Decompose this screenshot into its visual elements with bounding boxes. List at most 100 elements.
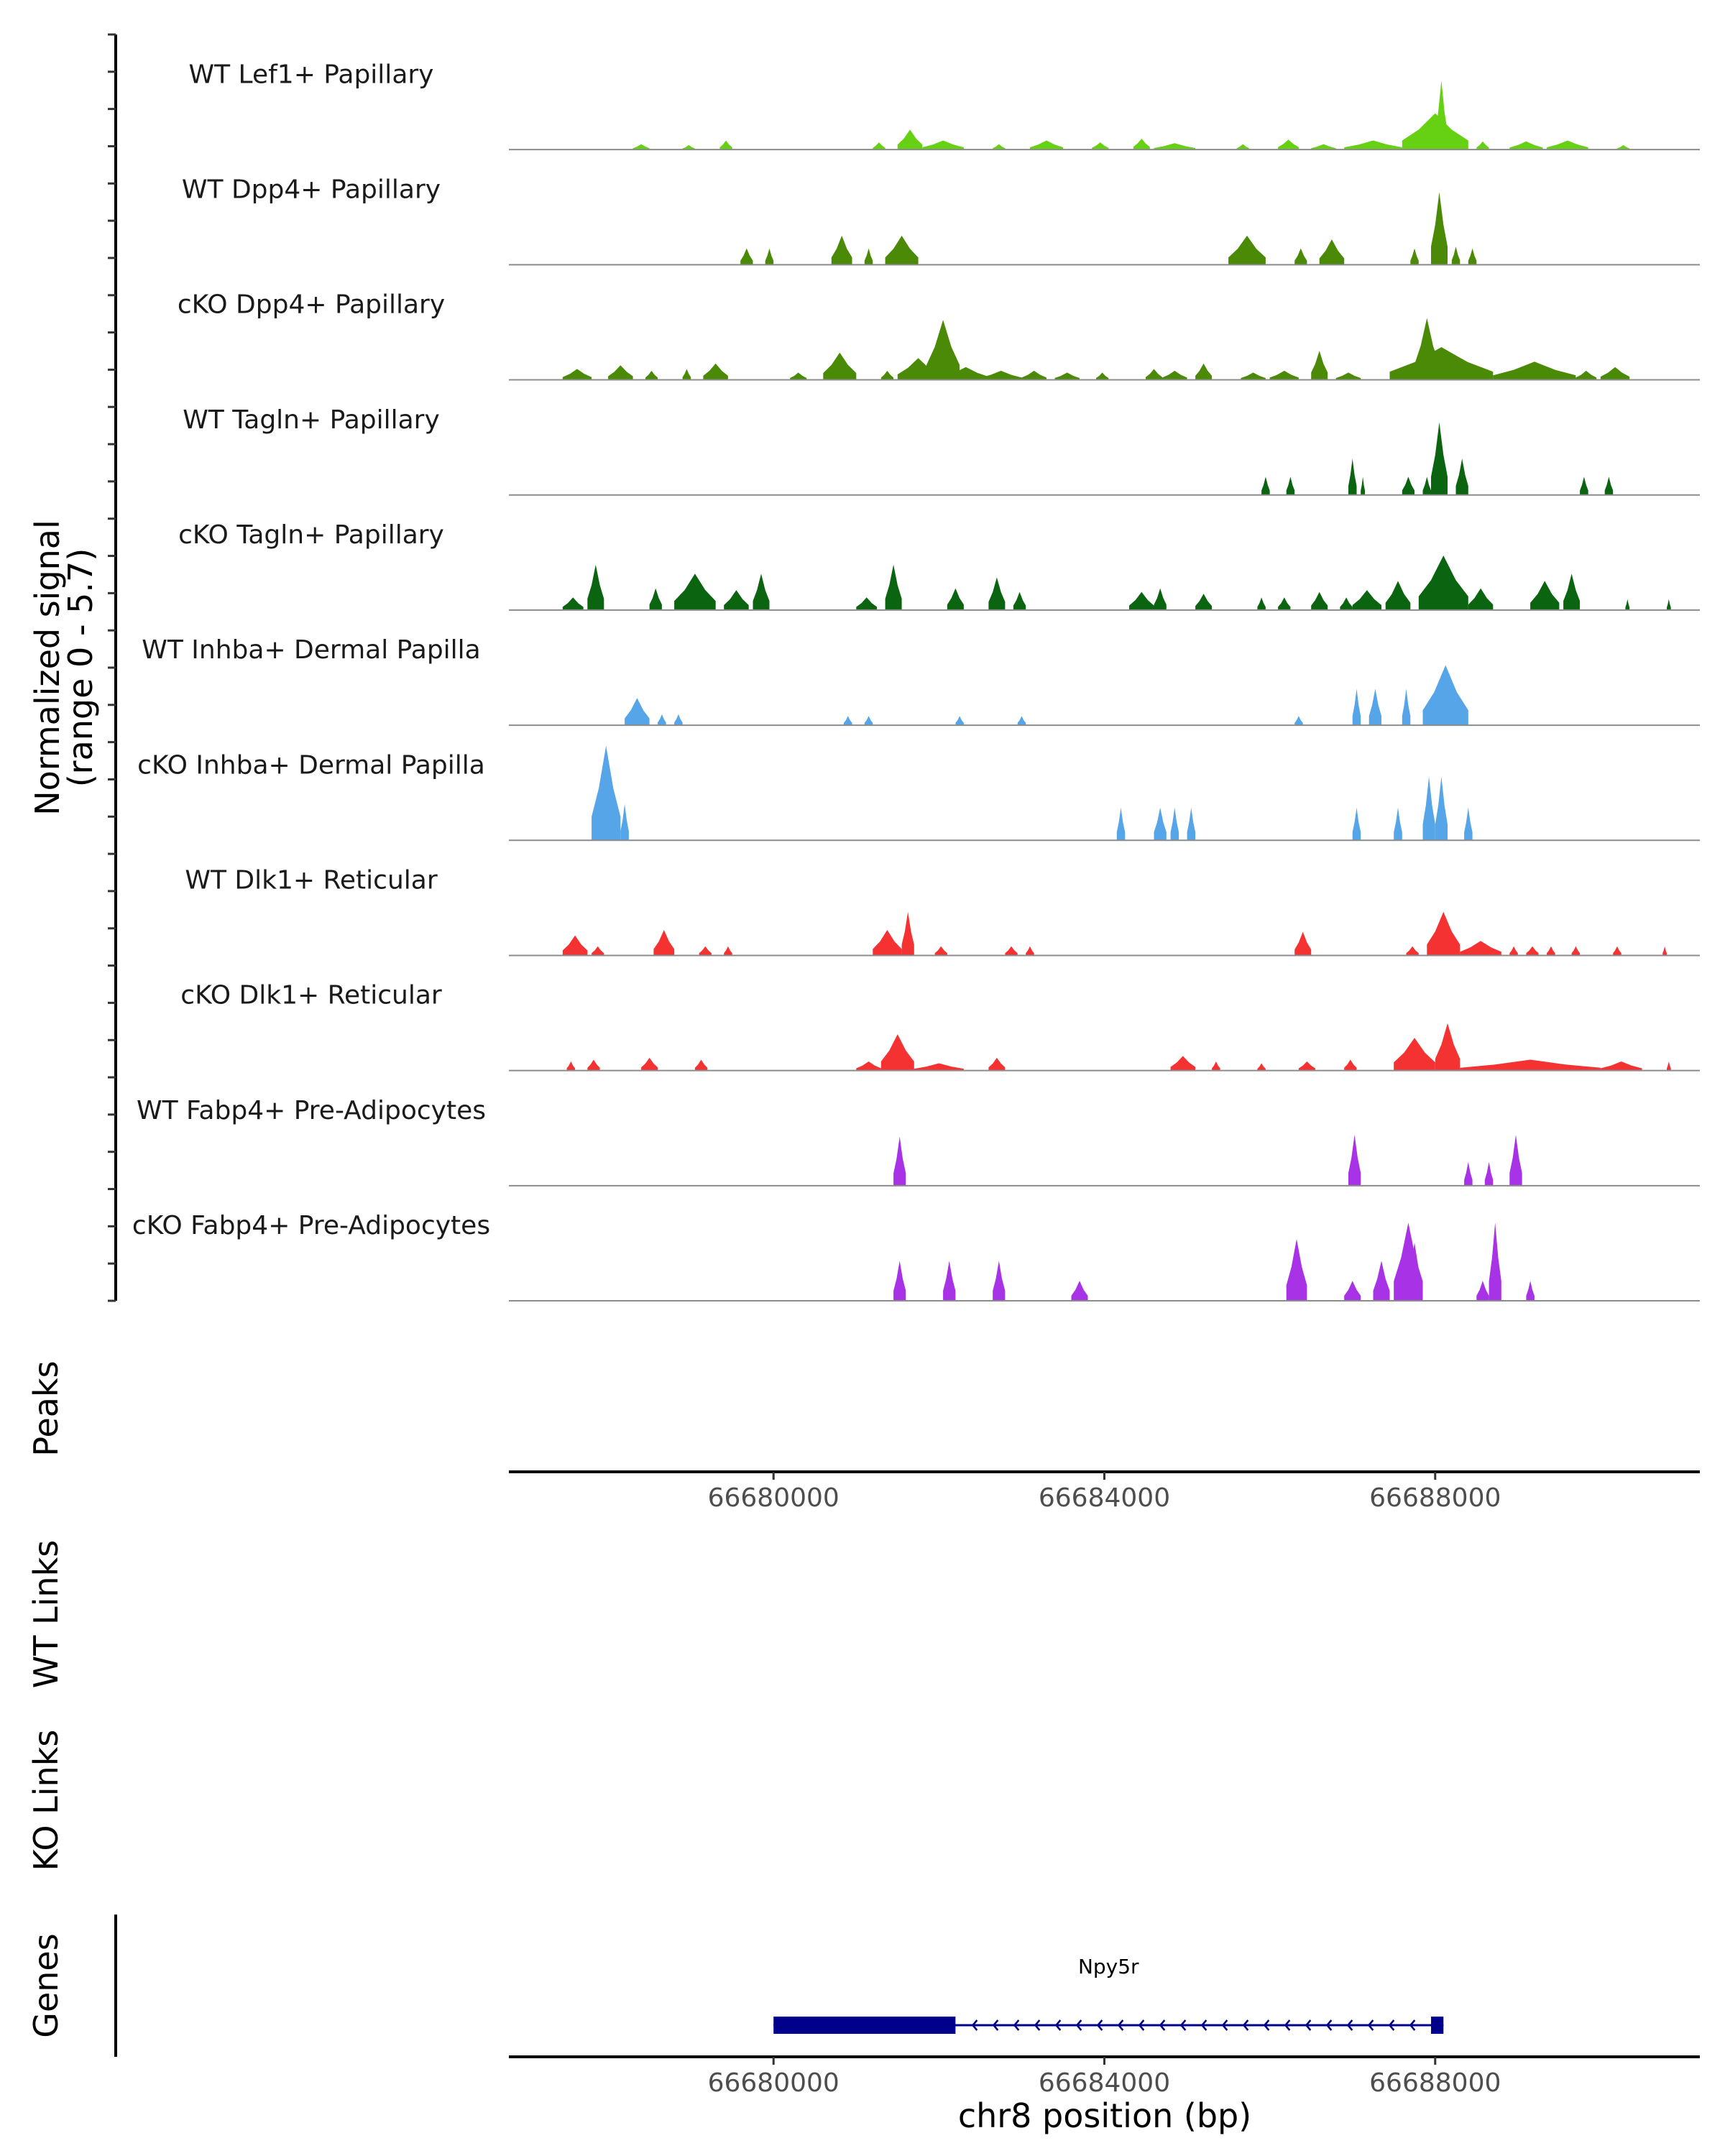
coverage-peak bbox=[1228, 235, 1266, 265]
coverage-peak bbox=[901, 911, 914, 956]
coverage-peak bbox=[1294, 716, 1303, 726]
coverage-peak bbox=[1422, 665, 1468, 726]
coverage-peak bbox=[1344, 140, 1402, 150]
x-tick-label: 66680000 bbox=[708, 1483, 840, 1513]
coverage-peak bbox=[566, 1061, 576, 1071]
coverage-peak bbox=[947, 588, 964, 610]
coverage-peak bbox=[1509, 1135, 1522, 1186]
coverage-peak bbox=[740, 248, 753, 265]
coverage-peak bbox=[649, 588, 662, 610]
coverage-peak bbox=[1410, 248, 1419, 265]
coverage-peak bbox=[1604, 476, 1614, 495]
coverage-peak bbox=[1414, 318, 1440, 380]
coverage-peak bbox=[926, 320, 960, 380]
track-0: WT Lef1+ Papillary bbox=[189, 60, 1700, 151]
coverage-peak bbox=[1021, 370, 1046, 380]
coverage-peak bbox=[587, 1059, 600, 1071]
coverage-peak bbox=[1092, 142, 1109, 150]
strand-arrow bbox=[1388, 2019, 1395, 2031]
coverage-peak bbox=[864, 248, 873, 265]
coverage-peak bbox=[893, 1261, 906, 1301]
track-10: cKO Fabp4+ Pre-Adipocytes bbox=[132, 1211, 1700, 1302]
coverage-peak bbox=[1662, 946, 1667, 956]
ko-links-panel: KO Links bbox=[27, 1730, 65, 1871]
coverage-peak bbox=[1435, 80, 1448, 150]
coverage-peak bbox=[1311, 351, 1328, 380]
track-label: WT Dlk1+ Reticular bbox=[185, 866, 437, 895]
coverage-peak bbox=[1460, 1059, 1601, 1071]
strand-arrow bbox=[1075, 2019, 1082, 2031]
track-label: cKO Tagln+ Papillary bbox=[178, 520, 444, 550]
strand-arrow bbox=[1034, 2019, 1041, 2031]
wt-links-label: WT Links bbox=[27, 1540, 65, 1688]
coverage-peak bbox=[980, 370, 1022, 380]
coverage-peak bbox=[1476, 141, 1489, 150]
strand-arrow bbox=[992, 2019, 999, 2031]
coverage-peak bbox=[1335, 372, 1361, 380]
strand-arrow bbox=[1159, 2019, 1166, 2031]
coverage-peak bbox=[765, 248, 774, 265]
coverage-peak bbox=[1406, 1243, 1423, 1301]
coverage-peak bbox=[1261, 476, 1270, 495]
coverage-peak bbox=[632, 144, 650, 150]
coverage-peak bbox=[885, 564, 902, 610]
strand-arrow bbox=[1013, 2019, 1020, 2031]
coverage-peak bbox=[1464, 1161, 1473, 1186]
strand-arrow bbox=[1367, 2019, 1374, 2031]
coverage-peak bbox=[1493, 361, 1576, 380]
peaks-panel: Peaks 66680000 66684000 66688000 bbox=[27, 1360, 1700, 1513]
track-label: WT Inhba+ Dermal Papilla bbox=[142, 635, 480, 665]
strand-arrow bbox=[1325, 2019, 1333, 2031]
peaks-x-ticks: 66680000 66684000 66688000 bbox=[708, 1472, 1501, 1513]
track-1: WT Dpp4+ Papillary bbox=[182, 175, 1700, 266]
coverage-peak bbox=[1547, 946, 1555, 956]
coverage-peak bbox=[1241, 372, 1266, 380]
coverage-peak bbox=[753, 573, 770, 610]
coverage-peak bbox=[1162, 370, 1187, 380]
coverage-peak bbox=[1422, 776, 1435, 841]
coverage-peak bbox=[562, 935, 588, 956]
coverage-peak bbox=[1257, 597, 1266, 610]
coverage-peak bbox=[592, 745, 621, 841]
coverage-peak bbox=[1625, 599, 1630, 610]
y-axis-range-label: (range 0 - 5.7) bbox=[61, 548, 100, 788]
gene-exon bbox=[773, 2017, 956, 2034]
coverage-peak bbox=[955, 716, 964, 726]
coverage-peak bbox=[1580, 476, 1588, 495]
track-label: cKO Dlk1+ Reticular bbox=[180, 981, 442, 1010]
y-axis-label: Normalized signal bbox=[28, 520, 67, 816]
strand-arrow bbox=[1346, 2019, 1353, 2031]
coverage-peak bbox=[1352, 590, 1381, 610]
coverage-peak bbox=[1402, 113, 1468, 150]
coverage-peak bbox=[1298, 1061, 1315, 1071]
coverage-peak bbox=[1435, 776, 1448, 841]
coverage-peak bbox=[1600, 1061, 1642, 1071]
x-axis-title: chr8 position (bp) bbox=[958, 2096, 1251, 2135]
coverage-y-axis: Normalized signal (range 0 - 5.7) bbox=[28, 33, 117, 1302]
coverage-peak bbox=[1187, 807, 1196, 841]
coverage-peak bbox=[1236, 144, 1249, 150]
track-label: WT Lef1+ Papillary bbox=[189, 60, 434, 89]
coverage-peak bbox=[1526, 1281, 1535, 1301]
coverage-peak bbox=[1286, 476, 1295, 495]
coverage-peak bbox=[1005, 946, 1018, 956]
track-label: cKO Fabp4+ Pre-Adipocytes bbox=[132, 1211, 490, 1240]
coverage-peak bbox=[1319, 239, 1345, 265]
coverage-peak bbox=[934, 946, 947, 956]
coverage-peak bbox=[682, 369, 691, 380]
coverage-peak bbox=[1278, 597, 1291, 610]
coverage-peak bbox=[1195, 363, 1213, 380]
track-7: WT Dlk1+ Reticular bbox=[185, 866, 1700, 957]
coverage-peak bbox=[1468, 588, 1494, 610]
strand-arrow bbox=[1242, 2019, 1249, 2031]
coverage-peak bbox=[1278, 139, 1299, 150]
coverage-peak bbox=[1394, 807, 1402, 841]
gene-name-label: Npy5r bbox=[1078, 1955, 1139, 1978]
coverage-peak bbox=[1460, 941, 1501, 956]
coverage-peak bbox=[724, 590, 749, 610]
coverage-peak bbox=[724, 946, 732, 956]
coverage-peak bbox=[1348, 1135, 1361, 1186]
coverage-peak bbox=[1427, 911, 1460, 956]
coverage-peak bbox=[1451, 247, 1460, 265]
coverage-peak bbox=[823, 352, 857, 380]
